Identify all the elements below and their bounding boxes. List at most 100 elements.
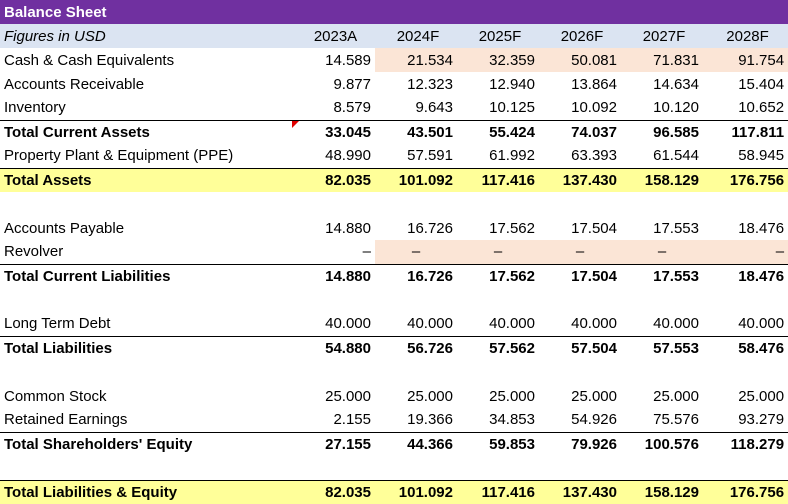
value-cell[interactable]: 40.000 [653, 315, 699, 333]
value-cell[interactable]: 33.045 [292, 119, 375, 144]
value-cell[interactable]: 27.155 [292, 431, 375, 456]
value-cell[interactable]: 101.092 [375, 167, 457, 192]
value-cell[interactable]: 61.992 [489, 147, 535, 165]
value-cell[interactable]: 19.366 [407, 411, 453, 429]
value-cell[interactable]: 12.323 [407, 75, 453, 93]
value-cell[interactable]: 57.553 [621, 335, 703, 360]
value-cell[interactable]: 96.585 [621, 119, 703, 144]
empty-cell[interactable] [0, 288, 788, 312]
value-cell[interactable]: 137.430 [539, 479, 621, 504]
sheet-title[interactable]: Balance Sheet [0, 0, 788, 24]
value-cell[interactable]: 17.562 [489, 219, 535, 237]
row-label[interactable]: Total Current Liabilities [0, 263, 292, 288]
value-cell[interactable]: 8.579 [333, 99, 371, 117]
value-cell[interactable]: 82.035 [292, 167, 375, 192]
value-cell[interactable]: 101.092 [375, 479, 457, 504]
value-cell[interactable]: 40.000 [407, 315, 453, 333]
value-cell[interactable]: 32.359 [457, 48, 539, 72]
value-cell[interactable]: 25.000 [653, 387, 699, 405]
value-cell[interactable]: 10.092 [571, 99, 617, 117]
year-header-2024f[interactable]: 2024F [375, 24, 457, 48]
value-cell[interactable]: – [457, 240, 539, 264]
value-cell[interactable]: 158.129 [621, 479, 703, 504]
value-cell[interactable]: 61.544 [653, 147, 699, 165]
value-cell[interactable]: 21.534 [375, 48, 457, 72]
value-cell[interactable]: 14.880 [292, 263, 375, 288]
value-cell[interactable]: 17.553 [621, 263, 703, 288]
value-cell[interactable]: 40.000 [738, 315, 785, 333]
value-cell[interactable]: – [703, 240, 788, 264]
row-label[interactable]: Total Assets [0, 167, 292, 192]
comment-indicator-icon[interactable] [292, 121, 299, 128]
row-label[interactable]: Total Liabilities [0, 335, 292, 360]
value-cell[interactable]: 25.000 [571, 387, 617, 405]
value-cell[interactable]: 117.416 [457, 167, 539, 192]
row-label[interactable]: Long Term Debt [4, 315, 111, 333]
year-header-2026f[interactable]: 2026F [539, 24, 621, 48]
value-cell[interactable]: 58.945 [738, 147, 785, 165]
value-cell[interactable]: 59.853 [457, 431, 539, 456]
row-label[interactable]: Property Plant & Equipment (PPE) [4, 147, 234, 165]
value-cell[interactable]: – [362, 243, 371, 261]
value-cell[interactable]: – [375, 240, 457, 264]
value-cell[interactable]: 79.926 [539, 431, 621, 456]
value-cell[interactable]: 18.476 [703, 263, 788, 288]
value-cell[interactable]: 34.853 [489, 411, 535, 429]
value-cell[interactable]: 16.726 [375, 263, 457, 288]
value-cell[interactable]: 25.000 [407, 387, 453, 405]
value-cell[interactable]: 14.589 [325, 51, 371, 69]
row-label[interactable]: Total Liabilities & Equity [0, 479, 292, 504]
value-cell[interactable]: 10.125 [489, 99, 535, 117]
value-cell[interactable]: 9.877 [333, 75, 371, 93]
value-cell[interactable]: 9.643 [415, 99, 453, 117]
value-cell[interactable]: 44.366 [375, 431, 457, 456]
value-cell[interactable]: 17.553 [653, 219, 699, 237]
value-cell[interactable]: 57.504 [539, 335, 621, 360]
value-cell[interactable]: 82.035 [292, 479, 375, 504]
figures-in-usd-label[interactable]: Figures in USD [0, 24, 292, 48]
value-cell[interactable]: 12.940 [489, 75, 535, 93]
value-cell[interactable]: – [621, 240, 703, 264]
value-cell[interactable]: 75.576 [653, 411, 699, 429]
value-cell[interactable]: 118.279 [703, 431, 788, 456]
row-label[interactable]: Common Stock [4, 387, 107, 405]
value-cell[interactable]: 55.424 [457, 119, 539, 144]
value-cell[interactable]: 43.501 [375, 119, 457, 144]
year-header-2027f[interactable]: 2027F [621, 24, 703, 48]
value-cell[interactable]: 54.926 [571, 411, 617, 429]
value-cell[interactable]: 158.129 [621, 167, 703, 192]
row-label[interactable]: Cash & Cash Equivalents [4, 51, 175, 69]
value-cell[interactable]: 137.430 [539, 167, 621, 192]
value-cell[interactable]: 10.120 [653, 99, 699, 117]
row-label[interactable]: Retained Earnings [4, 411, 128, 429]
value-cell[interactable]: 14.880 [325, 219, 371, 237]
value-cell[interactable]: 10.652 [738, 99, 785, 117]
value-cell[interactable]: 2.155 [333, 411, 371, 429]
value-cell[interactable]: – [539, 240, 621, 264]
row-label[interactable]: Accounts Receivable [4, 75, 145, 93]
value-cell[interactable]: 25.000 [738, 387, 785, 405]
row-label[interactable]: Accounts Payable [4, 219, 125, 237]
value-cell[interactable]: 14.634 [653, 75, 699, 93]
value-cell[interactable]: 93.279 [738, 411, 785, 429]
value-cell[interactable]: 17.504 [539, 263, 621, 288]
value-cell[interactable]: 63.393 [571, 147, 617, 165]
value-cell[interactable]: 40.000 [325, 315, 371, 333]
value-cell[interactable]: 100.576 [621, 431, 703, 456]
value-cell[interactable]: 117.416 [457, 479, 539, 504]
row-label[interactable]: Total Shareholders' Equity [0, 431, 292, 456]
value-cell[interactable]: 176.756 [703, 479, 788, 504]
value-cell[interactable]: 16.726 [407, 219, 453, 237]
value-cell[interactable]: 74.037 [539, 119, 621, 144]
empty-cell[interactable] [0, 192, 788, 216]
value-cell[interactable]: 25.000 [325, 387, 371, 405]
value-cell[interactable]: 117.811 [703, 119, 788, 144]
year-header-2023a[interactable]: 2023A [292, 24, 375, 48]
value-cell[interactable]: 50.081 [539, 48, 621, 72]
value-cell[interactable]: 17.504 [571, 219, 617, 237]
value-cell[interactable]: 71.831 [621, 48, 703, 72]
value-cell[interactable]: 56.726 [375, 335, 457, 360]
value-cell[interactable]: 40.000 [489, 315, 535, 333]
year-header-2025f[interactable]: 2025F [457, 24, 539, 48]
value-cell[interactable]: 13.864 [571, 75, 617, 93]
